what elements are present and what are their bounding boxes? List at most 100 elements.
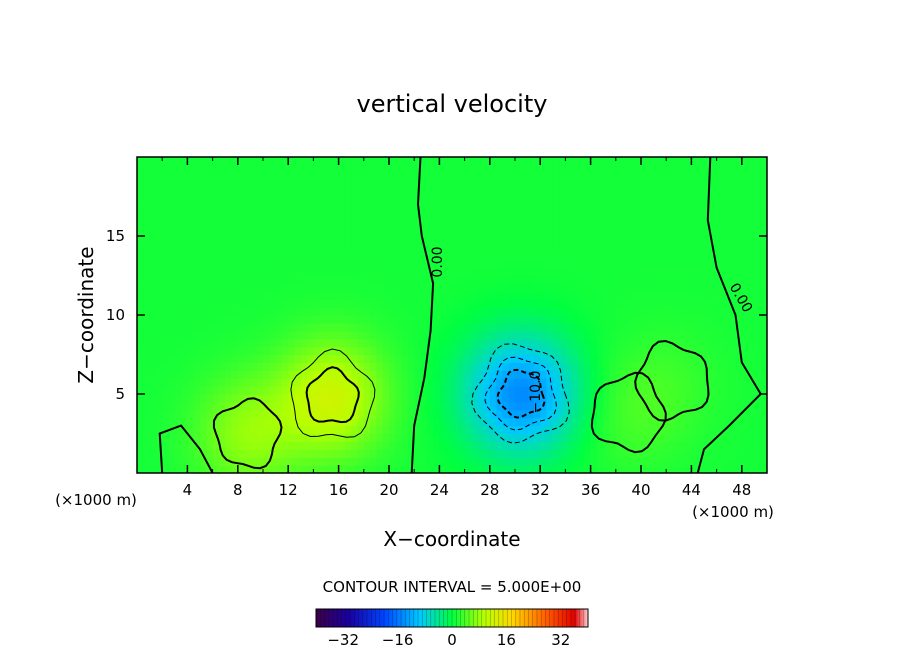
field-cell: [527, 386, 535, 395]
field-cell: [653, 307, 661, 316]
field-cell: [760, 220, 767, 229]
contour-interval-label: CONTOUR INTERVAL = 5.000E+00: [323, 578, 582, 596]
field-cell: [174, 465, 182, 473]
field-cell: [552, 180, 560, 190]
field-cell: [578, 228, 585, 237]
field-cell: [401, 346, 409, 356]
field-cell: [269, 370, 277, 379]
field-cell: [420, 299, 428, 308]
field-cell: [483, 259, 491, 269]
field-cell: [332, 283, 340, 292]
field-cell: [754, 457, 762, 466]
field-cell: [143, 188, 151, 198]
field-cell: [748, 457, 755, 466]
field-cell: [326, 362, 333, 371]
field-cell: [653, 370, 661, 379]
field-cell: [445, 259, 453, 269]
field-cell: [508, 275, 516, 284]
field-cell: [357, 236, 365, 245]
field-cell: [496, 378, 503, 387]
field-cell: [187, 251, 195, 261]
field-cell: [584, 354, 592, 363]
field-cell: [571, 157, 579, 166]
field-cell: [502, 315, 510, 324]
field-cell: [357, 433, 365, 442]
field-cell: [426, 378, 434, 387]
field-cell: [174, 172, 182, 182]
field-cell: [521, 322, 529, 332]
field-cell: [162, 228, 170, 237]
field-cell: [527, 291, 535, 300]
field-cell: [659, 204, 667, 213]
field-cell: [609, 236, 617, 245]
field-cell: [225, 449, 233, 458]
field-cell: [338, 267, 346, 277]
field-cell: [540, 441, 548, 450]
field-cell: [704, 322, 711, 332]
field-cell: [294, 188, 302, 198]
field-cell: [395, 425, 403, 435]
field-cell: [294, 267, 302, 277]
field-cell: [143, 378, 151, 387]
field-cell: [307, 433, 314, 442]
field-cell: [678, 275, 686, 284]
field-cell: [653, 409, 661, 419]
field-cell: [584, 196, 592, 205]
field-cell: [174, 409, 182, 419]
field-cell: [559, 267, 566, 277]
field-cell: [552, 164, 560, 174]
field-cell: [659, 188, 667, 198]
field-cell: [540, 322, 548, 332]
field-cell: [596, 354, 604, 363]
field-cell: [754, 172, 762, 182]
field-cell: [326, 457, 333, 466]
field-cell: [174, 449, 182, 458]
field-cell: [760, 425, 767, 435]
field-cell: [401, 236, 409, 245]
field-cell: [332, 275, 340, 284]
field-cell: [225, 228, 233, 237]
field-cell: [407, 370, 415, 379]
field-cell: [338, 457, 346, 466]
field-cell: [470, 409, 478, 419]
field-cell: [678, 362, 686, 371]
field-cell: [363, 322, 371, 332]
field-cell: [685, 315, 692, 324]
field-cell: [527, 378, 535, 387]
field-cell: [338, 370, 346, 379]
field-cell: [382, 386, 390, 395]
field-cell: [584, 330, 592, 340]
field-cell: [181, 346, 188, 356]
field-cell: [748, 425, 755, 435]
field-cell: [143, 330, 151, 340]
field-cell: [748, 212, 755, 221]
field-cell: [691, 228, 699, 237]
field-cell: [256, 417, 264, 427]
field-cell: [496, 212, 503, 221]
field-cell: [420, 425, 428, 435]
field-cell: [754, 354, 762, 363]
field-cell: [458, 370, 466, 379]
field-cell: [237, 243, 245, 253]
field-cell: [344, 291, 352, 300]
field-cell: [452, 188, 459, 198]
field-cell: [376, 204, 384, 213]
field-cell: [370, 291, 377, 300]
field-cell: [225, 409, 233, 419]
field-cell: [439, 315, 447, 324]
field-cell: [407, 441, 415, 450]
field-cell: [477, 394, 485, 403]
field-cell: [716, 409, 724, 419]
field-cell: [464, 417, 472, 427]
field-cell: [414, 417, 422, 427]
field-cell: [458, 228, 466, 237]
field-cell: [470, 243, 478, 253]
field-cell: [496, 425, 503, 435]
field-cell: [565, 441, 573, 450]
field-cell: [496, 196, 503, 205]
field-cell: [395, 204, 403, 213]
field-cell: [458, 243, 466, 253]
field-cell: [237, 370, 245, 379]
field-cell: [760, 172, 767, 182]
field-cell: [452, 386, 459, 395]
